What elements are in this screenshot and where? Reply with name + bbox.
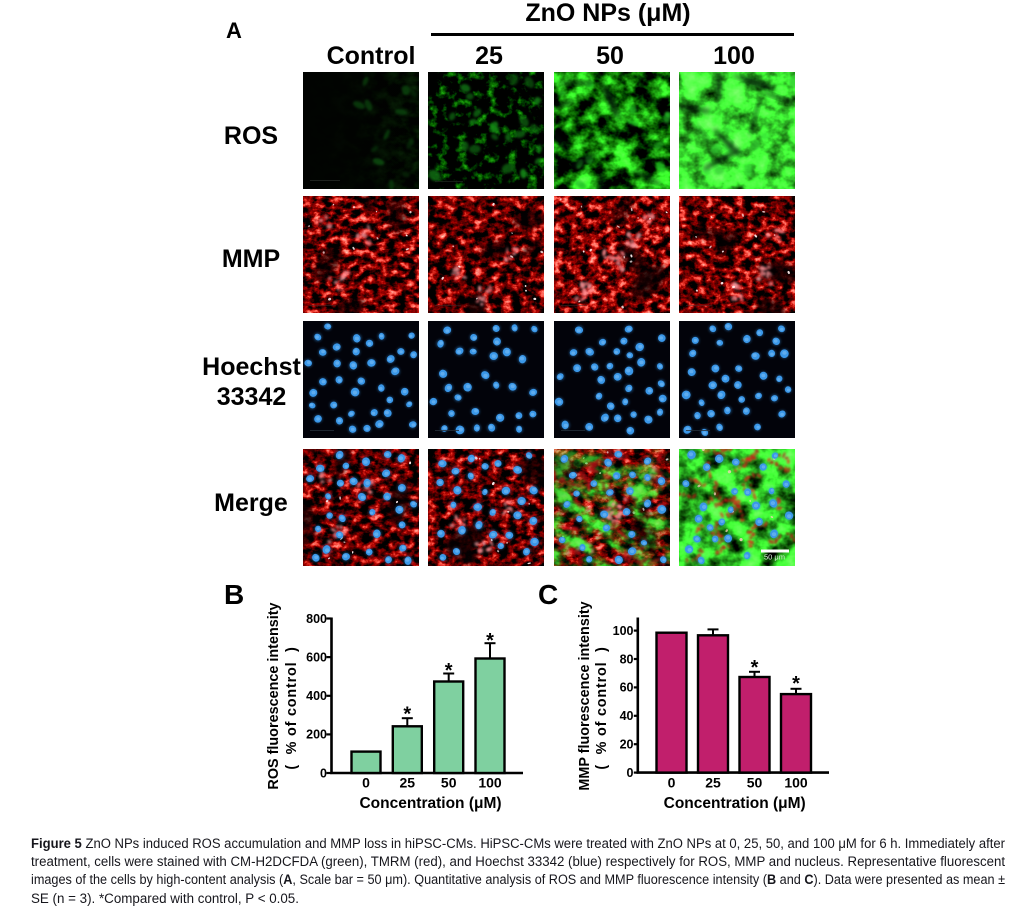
svg-text:Concentration (μM): Concentration (μM): [664, 795, 806, 812]
svg-text:20: 20: [620, 738, 634, 752]
svg-text:0: 0: [627, 766, 634, 780]
svg-text:0: 0: [320, 766, 327, 780]
svg-text:100: 100: [784, 775, 808, 791]
svg-text:Concentration (μM): Concentration (μM): [359, 795, 501, 812]
svg-text:25: 25: [705, 775, 721, 791]
svg-text:200: 200: [306, 728, 327, 742]
svg-text:50: 50: [747, 775, 763, 791]
svg-text:60: 60: [620, 681, 634, 695]
svg-text:100: 100: [478, 775, 502, 791]
svg-text:600: 600: [306, 650, 327, 664]
svg-text:0: 0: [668, 775, 676, 791]
svg-text:50: 50: [441, 775, 457, 791]
svg-text:*: *: [486, 630, 494, 652]
svg-text:40: 40: [620, 709, 634, 723]
svg-text:25: 25: [400, 775, 416, 791]
svg-text:*: *: [403, 703, 411, 725]
svg-text:100: 100: [613, 624, 634, 638]
svg-text:*: *: [792, 673, 800, 695]
svg-text:*: *: [445, 660, 453, 682]
svg-text:400: 400: [306, 689, 327, 703]
svg-text:*: *: [751, 657, 759, 679]
svg-text:80: 80: [620, 652, 634, 666]
svg-text:0: 0: [362, 775, 370, 791]
svg-text:800: 800: [306, 612, 327, 626]
svg-text:50 μm: 50 μm: [764, 553, 785, 562]
